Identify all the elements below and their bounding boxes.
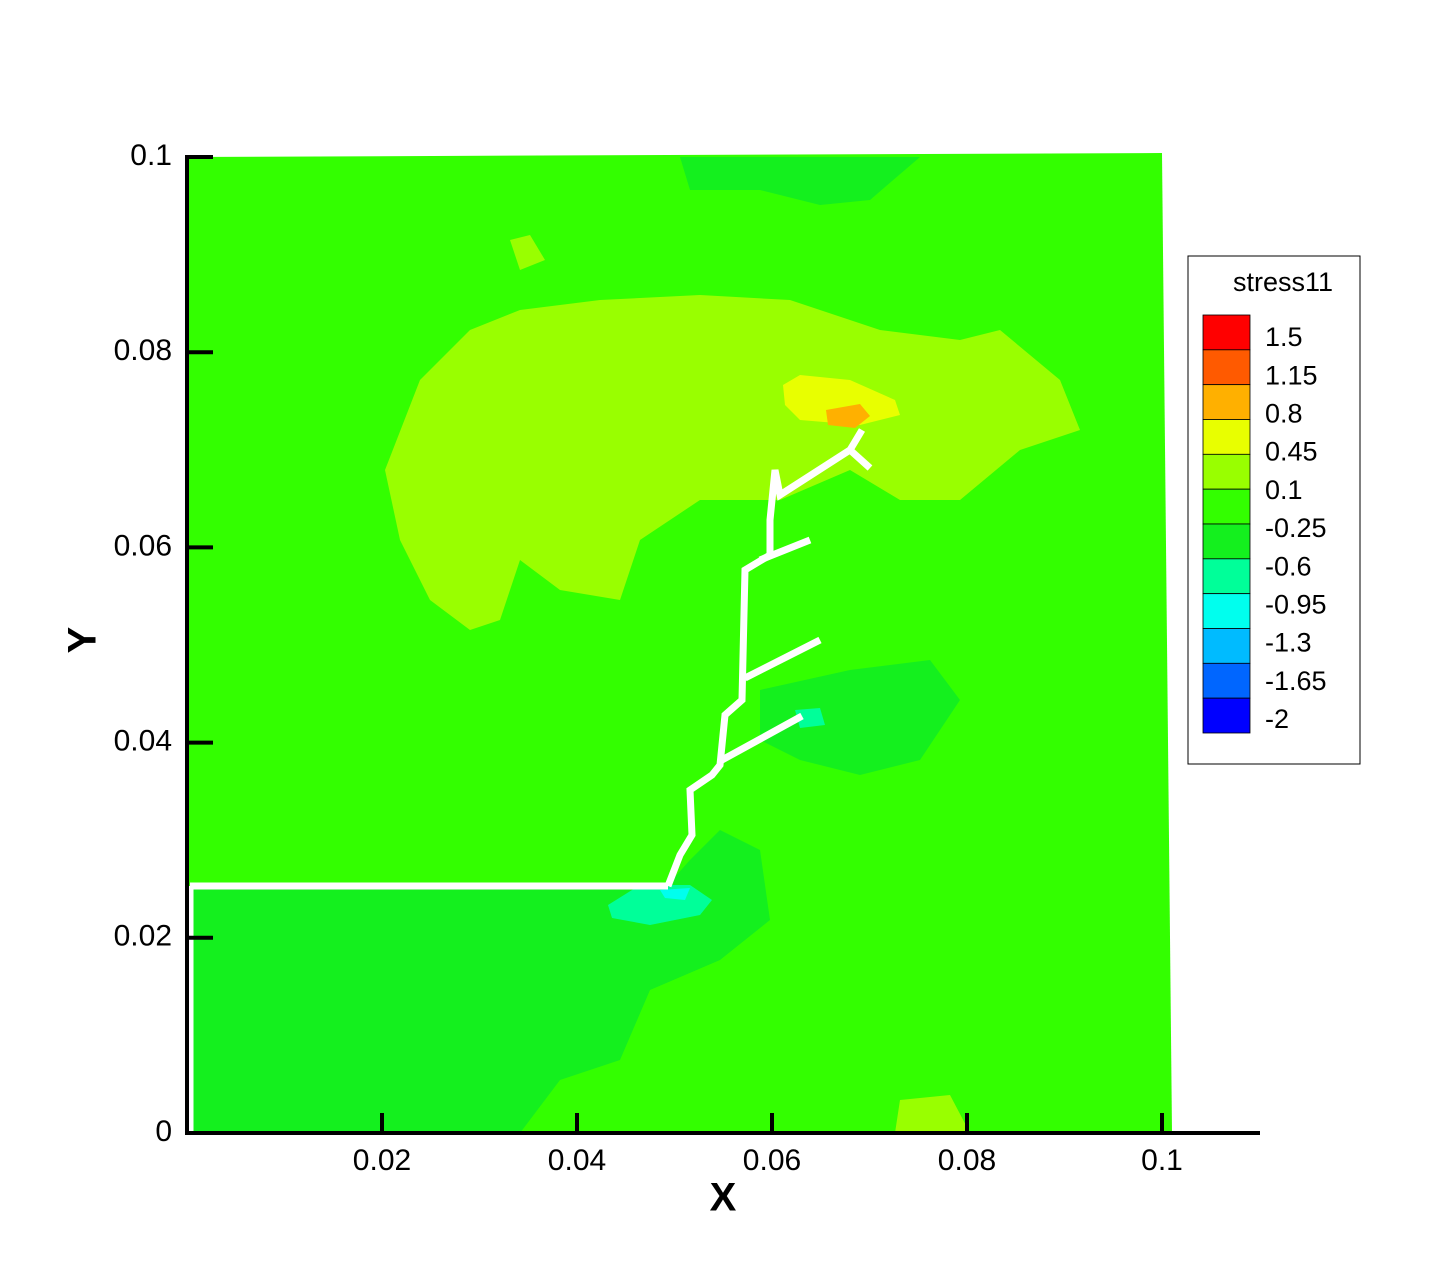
legend-swatch [1202,488,1251,525]
legend-swatch [1202,314,1251,351]
legend-level-label: 1.15 [1265,360,1318,390]
y-tick-label: 0.1 [130,139,172,172]
crack-line [847,447,873,471]
field-band [895,1095,970,1133]
legend-level-label: 0.45 [1265,437,1318,467]
legend-level-label: -0.95 [1265,590,1327,620]
crack-line [720,712,804,764]
legend-level-label: -1.65 [1265,666,1327,696]
contour-field [187,153,1172,1133]
legend-level-label: 1.5 [1265,322,1303,352]
field-band [660,888,690,900]
legend-swatch [1202,628,1251,664]
y-axis-label: Y [61,626,105,653]
x-tick-label: 0.04 [548,1144,606,1177]
legend-swatch [1202,523,1251,560]
legend-level-label: 0.8 [1265,399,1303,429]
legend-level-label: -0.6 [1265,551,1312,581]
crack-line [758,536,812,564]
field-band [510,235,545,270]
legend-swatch [1202,697,1251,734]
field-band [680,157,920,205]
x-tick-label: 0.08 [938,1144,996,1177]
legend-level-label: -1.3 [1265,628,1312,658]
y-tick-label: 0 [155,1115,172,1148]
crack-line [664,428,866,888]
legend-swatch [1202,662,1251,699]
legend-swatch [1202,453,1251,490]
legend-level-label: 0.1 [1265,475,1303,505]
x-tick-label: 0.06 [743,1144,801,1177]
x-tick-label: 0.02 [353,1144,411,1177]
y-tick-label: 0.04 [114,725,172,758]
legend-swatch [1202,558,1251,595]
field-band [783,375,900,425]
y-tick-label: 0.08 [114,334,172,367]
legend-swatch [1202,419,1251,455]
field-band [760,660,960,775]
field-band [385,295,1080,630]
field-band [826,404,870,428]
x-axis-label: X [710,1176,737,1220]
legend-title: stress11 [1233,267,1333,297]
legend-level-label: -2 [1265,704,1289,734]
legend-swatch [1202,349,1251,386]
y-tick-label: 0.06 [114,529,172,562]
legend-swatch [1202,593,1251,629]
crack-line [743,636,822,682]
legend-swatch [1202,384,1251,420]
legend-level-label: -0.25 [1265,513,1327,543]
field-band [795,708,825,728]
crack [186,428,873,1133]
y-tick-label: 0.02 [114,920,172,953]
x-tick-label: 0.1 [1141,1144,1183,1177]
